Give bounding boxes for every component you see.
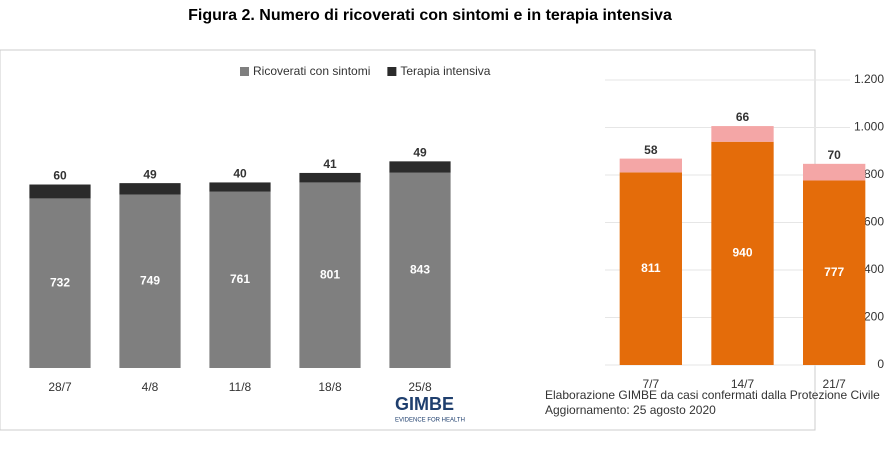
x-tick-label: 11/8 (229, 380, 252, 394)
value-label: 761 (230, 272, 250, 286)
x-tick-label: 14/7 (731, 377, 755, 391)
bar-segment (619, 158, 682, 173)
value-label: 58 (644, 143, 658, 157)
bar-segment (29, 184, 91, 199)
x-tick-label: 18/8 (318, 380, 342, 394)
bar-segment (299, 172, 361, 183)
bar-segment (119, 183, 181, 195)
bar-segment (119, 194, 181, 368)
y-tick-label: 400 (864, 262, 884, 276)
bar-segment (803, 180, 866, 365)
value-label: 60 (53, 169, 67, 183)
bar-segment (209, 191, 271, 368)
bar-segment (29, 198, 91, 368)
value-label: 732 (50, 275, 70, 289)
y-tick-label: 600 (864, 215, 884, 229)
y-tick-label: 800 (864, 167, 884, 181)
bar-segment (711, 126, 774, 142)
bar-segment (389, 172, 451, 368)
y-tick-label: 1.200 (854, 72, 884, 86)
bar-segment (711, 141, 774, 365)
value-label: 811 (641, 261, 661, 275)
value-label: 801 (320, 267, 340, 281)
x-tick-label: 28/7 (48, 380, 72, 394)
y-tick-label: 0 (877, 357, 884, 371)
value-label: 40 (233, 167, 247, 181)
x-tick-label: 21/7 (822, 377, 846, 391)
value-label: 843 (410, 263, 430, 277)
logo: GIMBE (395, 394, 454, 414)
chart-title: Figura 2. Numero di ricoverati con sinto… (188, 7, 672, 24)
bar-segment (619, 172, 682, 365)
bar-segment (803, 163, 866, 181)
value-label: 940 (732, 246, 752, 260)
x-tick-label: 25/8 (408, 380, 432, 394)
logo-tagline: EVIDENCE FOR HEALTH (395, 418, 465, 424)
bar-segment (389, 161, 451, 173)
y-tick-label: 200 (864, 310, 884, 324)
legend-swatch (240, 67, 249, 76)
value-label: 49 (413, 146, 427, 160)
value-label: 49 (143, 167, 157, 181)
value-label: 777 (824, 265, 844, 279)
bar-segment (299, 182, 361, 368)
value-label: 749 (140, 273, 160, 287)
update-note: Aggiornamento: 25 agosto 2020 (545, 403, 716, 417)
source-note: Elaborazione GIMBE da casi confermati da… (545, 388, 880, 402)
legend-swatch (387, 67, 397, 76)
value-label: 41 (323, 157, 337, 171)
bar-segment (209, 182, 271, 192)
value-label: 66 (736, 110, 750, 124)
value-label: 70 (827, 148, 841, 162)
x-tick-label: 4/8 (142, 380, 159, 394)
y-tick-label: 1.000 (854, 120, 884, 134)
legend-label: Terapia intensiva (400, 64, 490, 78)
legend-label: Ricoverati con sintomi (253, 64, 370, 78)
x-tick-label: 7/7 (642, 377, 659, 391)
